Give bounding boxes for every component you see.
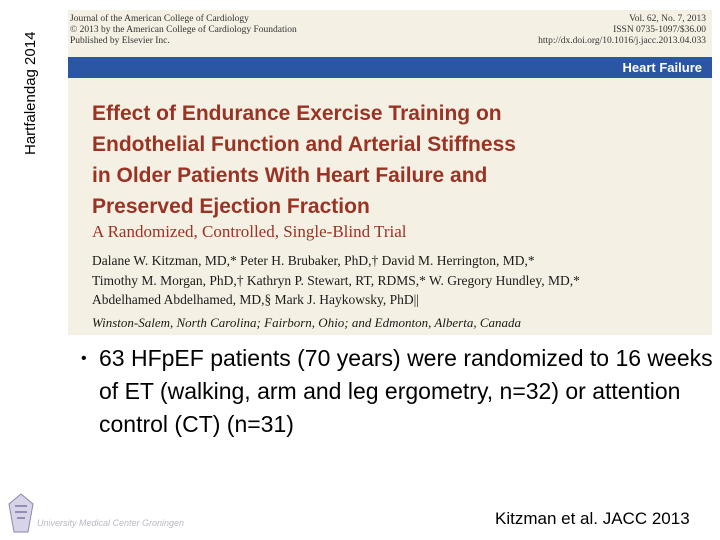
journal-line: http://dx.doi.org/10.1016/j.jacc.2013.04… <box>538 36 706 46</box>
citation: Kitzman et al. JACC 2013 <box>495 509 690 528</box>
journal-line: Vol. 62, No. 7, 2013 <box>629 14 706 24</box>
author-line: Dalane W. Kitzman, MD,* Peter H. Brubake… <box>92 253 535 268</box>
article-header: Journal of the American College of Cardi… <box>68 10 712 335</box>
author-line: Abdelhamed Abdelhamed, MD,§ Mark J. Hayk… <box>92 292 419 307</box>
section-bar: Heart Failure <box>68 57 712 78</box>
journal-line: Journal of the American College of Cardi… <box>70 14 249 24</box>
journal-line: Published by Elsevier Inc. <box>70 36 170 46</box>
journal-line: ISSN 0735-1097/$36.00 <box>613 25 706 35</box>
journal-info: Vol. 62, No. 7, 2013 ISSN 0735-1097/$36.… <box>538 14 706 47</box>
author-line: Timothy M. Morgan, PhD,† Kathryn P. Stew… <box>92 272 580 288</box>
logo-text: University Medical Center Groningen <box>37 518 185 528</box>
title-line: Endothelial Function and Arterial Stiffn… <box>92 133 516 156</box>
title-line: in Older Patients With Heart Failure and <box>92 164 488 187</box>
affiliation: Winston-Salem, North Carolina; Fairborn,… <box>92 315 522 330</box>
bullet: 63 HFpEF patients (70 years) were random… <box>81 342 715 441</box>
section-label: Heart Failure <box>622 60 702 75</box>
authors: Dalane W. Kitzman, MD,* Peter H. Brubake… <box>92 251 580 310</box>
journal-line: © 2013 by the American College of Cardio… <box>70 25 297 35</box>
bullet-list: 63 HFpEF patients (70 years) were random… <box>75 342 715 441</box>
sidebar-label: Hartfalendag 2014 <box>22 31 39 155</box>
article-subtitle: A Randomized, Controlled, Single-Blind T… <box>92 222 407 241</box>
article-title: Effect of Endurance Exercise Training on… <box>92 98 516 222</box>
title-line: Effect of Endurance Exercise Training on <box>92 102 502 125</box>
logo-icon <box>8 493 34 533</box>
journal-info: Journal of the American College of Cardi… <box>70 14 297 47</box>
title-line: Preserved Ejection Fraction <box>92 195 370 218</box>
